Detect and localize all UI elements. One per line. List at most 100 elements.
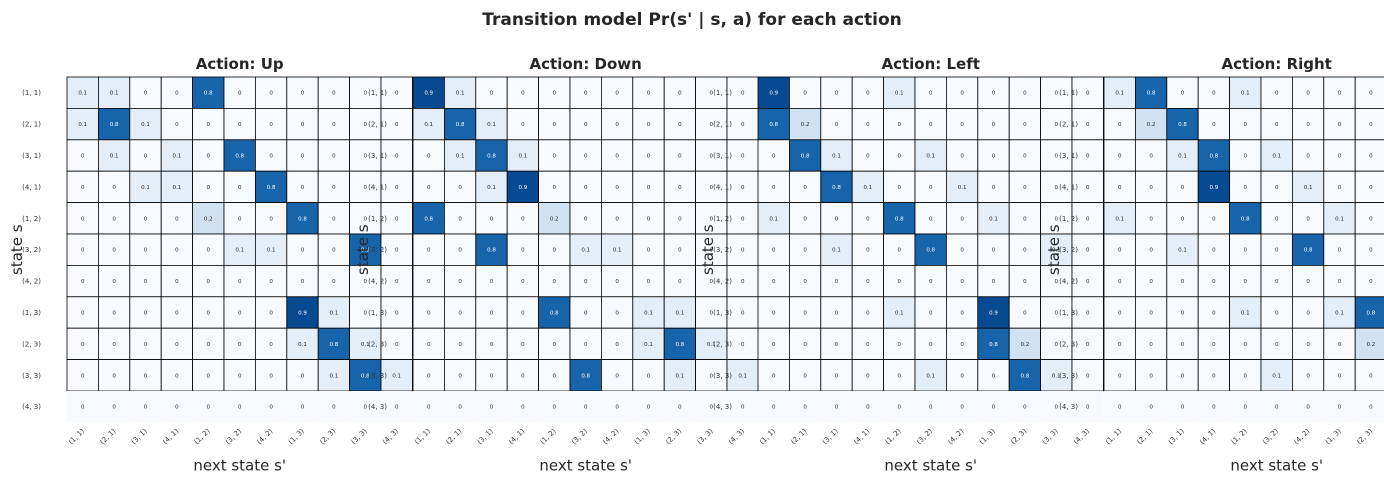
heatmap-cell — [286, 296, 319, 329]
heatmap-cell — [412, 359, 445, 392]
y-tick-label: (4, 2) — [713, 278, 732, 286]
heatmap-cell — [380, 296, 413, 329]
heatmap-cell — [1260, 170, 1293, 203]
heatmap-cell — [851, 233, 885, 266]
heatmap-cell — [789, 391, 821, 423]
heatmap-cell — [820, 327, 853, 361]
heatmap-cell — [1292, 139, 1325, 172]
heatmap-cell — [380, 202, 413, 235]
cell-value: 0 — [364, 216, 368, 222]
cell-value: 0 — [1055, 154, 1059, 160]
heatmap-cell — [1260, 359, 1293, 392]
heatmap-cell — [381, 391, 413, 423]
y-tick-label: (3, 1) — [713, 152, 732, 160]
cell-value: 0 — [238, 311, 242, 317]
heatmap-cell — [1135, 202, 1168, 235]
heatmap-cell — [475, 76, 508, 109]
heatmap-cell — [380, 233, 413, 266]
cell-value: 0 — [521, 342, 525, 348]
heatmap-cell — [380, 264, 413, 298]
cell-value: 0 — [238, 342, 242, 348]
cell-value: 0 — [238, 279, 242, 285]
cell-value: 0 — [835, 405, 839, 411]
cell-value: 0.1 — [456, 91, 465, 97]
cell-value: 0 — [112, 216, 116, 222]
cell-value: 0 — [238, 122, 242, 128]
cell-value: 0 — [175, 248, 179, 254]
cell-value: 0 — [647, 279, 651, 285]
cell-value: 0 — [175, 91, 179, 97]
heatmap-cell — [1292, 264, 1325, 298]
heatmap-cell — [851, 296, 885, 329]
cell-value: 0 — [960, 342, 964, 348]
cell-value: 0 — [1118, 279, 1122, 285]
x-axis-label: next state s' — [1230, 456, 1323, 474]
cell-value: 0.8 — [895, 216, 904, 222]
cell-value: 0 — [81, 154, 85, 160]
cell-value: 0 — [584, 185, 588, 191]
heatmap-cell — [1071, 296, 1104, 329]
cell-value: 0.1 — [267, 248, 276, 254]
heatmap-cell — [570, 391, 602, 423]
cell-value: 0 — [1023, 154, 1027, 160]
cell-value: 0.8 — [1304, 248, 1313, 254]
cell-value: 0 — [112, 185, 116, 191]
heatmap-cell — [192, 327, 225, 361]
heatmap-cell — [726, 76, 759, 109]
heatmap-cell — [412, 327, 445, 361]
heatmap-cell — [601, 233, 634, 266]
cell-value: 0 — [710, 279, 714, 285]
cell-value: 0 — [1023, 248, 1027, 254]
cell-value: 0.8 — [1210, 154, 1219, 160]
heatmap-cell — [318, 391, 350, 423]
cell-value: 0 — [395, 154, 399, 160]
y-tick-label: (2, 3) — [368, 340, 387, 348]
heatmap-cell — [1166, 391, 1199, 423]
heatmap-cell — [66, 233, 99, 266]
heatmap-cell — [663, 76, 697, 109]
heatmap-cell — [254, 108, 288, 141]
heatmap-cell — [1071, 76, 1104, 109]
cell-value: 0 — [992, 248, 996, 254]
heatmap-cell — [286, 76, 319, 109]
cell-value: 0 — [1118, 248, 1122, 254]
heatmap-cell — [192, 233, 225, 266]
cell-value: 0 — [741, 185, 745, 191]
heatmap-cell — [1008, 202, 1042, 235]
heatmap-cell — [569, 170, 602, 203]
heatmap-cell — [569, 233, 602, 266]
cell-value: 0 — [1369, 216, 1373, 222]
cell-value: 0 — [741, 91, 745, 97]
cell-value: 0 — [364, 185, 368, 191]
heatmap-cell — [1197, 296, 1230, 329]
cell-value: 0 — [1275, 405, 1279, 411]
cell-value: 0 — [1149, 248, 1153, 254]
heatmap-cell — [286, 359, 319, 392]
cell-value: 0 — [866, 373, 870, 379]
heatmap-cell — [1260, 264, 1293, 298]
heatmap-cell — [412, 202, 445, 235]
y-tick-label: (1, 1) — [1059, 89, 1078, 97]
cell-value: 0 — [144, 373, 148, 379]
cell-value: 0.8 — [110, 122, 119, 128]
cell-value: 0.1 — [1115, 91, 1124, 97]
y-tick-label: (4, 2) — [1059, 278, 1078, 286]
cell-value: 0 — [395, 311, 399, 317]
heatmap-cell — [1135, 170, 1168, 203]
cell-value: 0 — [1369, 373, 1373, 379]
cell-value: 0.9 — [769, 91, 778, 97]
heatmap-cell — [1071, 202, 1104, 235]
heatmap-cell — [632, 359, 665, 392]
cell-value: 0.1 — [1304, 185, 1313, 191]
cell-value: 0 — [1086, 91, 1090, 97]
cell-value: 0 — [678, 122, 682, 128]
heatmap-cell — [98, 391, 130, 423]
heatmap-cell — [192, 391, 224, 423]
heatmap-cell — [1071, 233, 1104, 266]
cell-value: 0 — [1306, 342, 1310, 348]
cell-value: 0 — [1055, 122, 1059, 128]
cell-value: 0 — [521, 216, 525, 222]
heatmap-cell — [98, 327, 131, 361]
cell-value: 0 — [458, 373, 462, 379]
cell-value: 0 — [866, 154, 870, 160]
